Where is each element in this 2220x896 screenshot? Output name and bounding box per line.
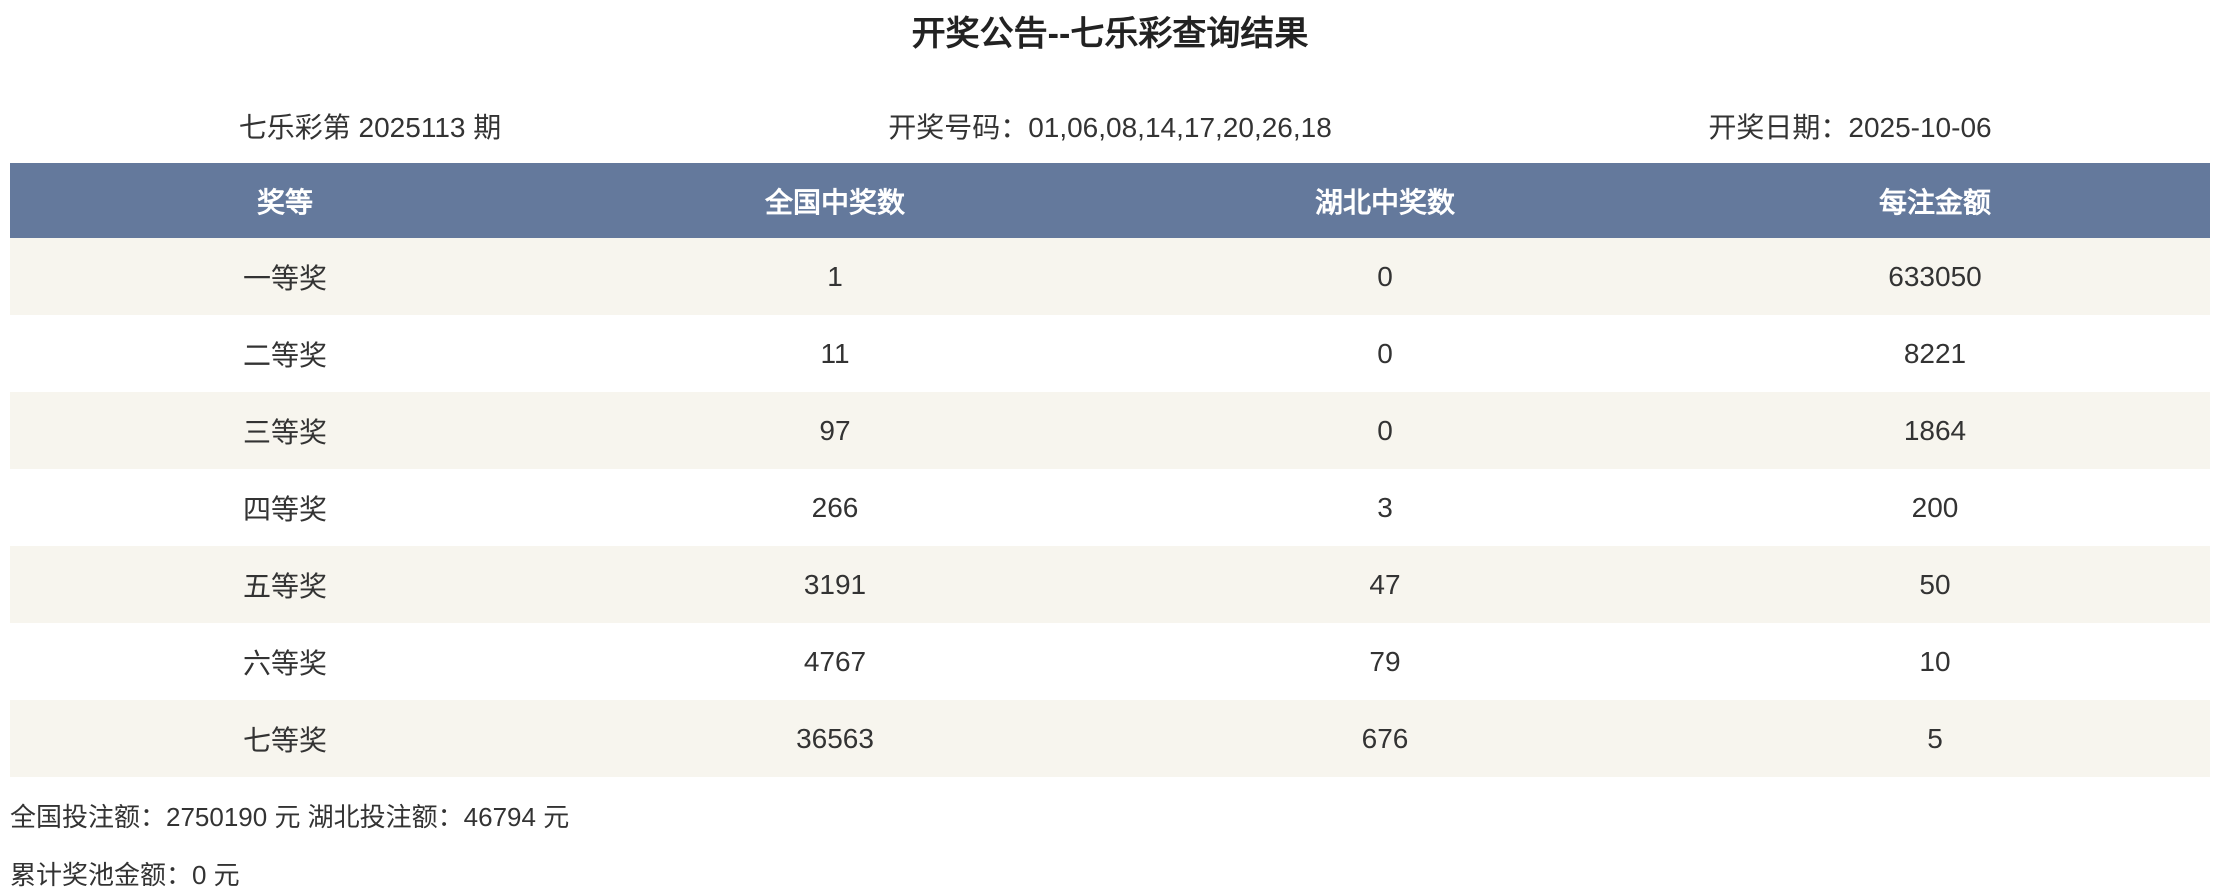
- prize-per-bet-cell: 10: [1919, 645, 1951, 677]
- prize-per-bet-cell: 1864: [1903, 414, 1967, 446]
- column-header-national-winners: 全国中奖数: [764, 186, 905, 218]
- national-winners-cell: 266: [811, 491, 859, 523]
- hubei-winners-cell: 0: [1377, 260, 1393, 292]
- table-row: 六等奖 4767 79 10: [10, 623, 2210, 700]
- tier-cell: 五等奖: [242, 570, 327, 602]
- table-row: 七等奖 36563 676 5: [10, 700, 2210, 777]
- table-row: 四等奖 266 3 200: [10, 469, 2210, 546]
- prize-results-table: 奖等 全国中奖数 湖北中奖数 每注金额 一等奖 1 0 633050 二等奖 11 0 822…: [10, 163, 2210, 777]
- table-body: 一等奖 1 0 633050 二等奖 11 0 8221 三等奖 97 0 1864 四等奖 266 3 20…: [10, 238, 2210, 777]
- jackpot-pool-summary: 累计奖池金额：0 元: [10, 860, 240, 890]
- prize-per-bet-cell: 50: [1919, 568, 1951, 600]
- tier-cell: 三等奖: [242, 416, 327, 448]
- national-winners-cell: 36563: [796, 722, 874, 754]
- prize-per-bet-cell: 5: [1927, 722, 1943, 754]
- total-bets-summary: 全国投注额：2750190 元 湖北投注额：46794 元: [10, 802, 570, 832]
- draw-info-row: 七乐彩第 2025113 期 开奖号码：01,06,08,14,17,20,26…: [0, 113, 2220, 143]
- draw-issue-label: 七乐彩第 2025113 期: [238, 112, 502, 143]
- column-header-tier: 奖等: [256, 186, 313, 218]
- table-row: 二等奖 11 0 8221: [10, 315, 2210, 392]
- draw-numbers-label: 开奖号码：01,06,08,14,17,20,26,18: [888, 112, 1332, 143]
- tier-cell: 四等奖: [242, 493, 327, 525]
- prize-per-bet-cell: 200: [1911, 491, 1959, 523]
- national-winners-cell: 11: [820, 337, 850, 369]
- table-header-row: 奖等 全国中奖数 湖北中奖数 每注金额: [10, 163, 2210, 238]
- hubei-winners-cell: 3: [1377, 491, 1393, 523]
- column-header-prize-per-bet: 每注金额: [1878, 186, 1991, 218]
- national-winners-cell: 97: [819, 414, 851, 446]
- table-row: 一等奖 1 0 633050: [10, 238, 2210, 315]
- table-row: 五等奖 3191 47 50: [10, 546, 2210, 623]
- hubei-winners-cell: 0: [1377, 337, 1393, 369]
- table-row: 三等奖 97 0 1864: [10, 392, 2210, 469]
- prize-per-bet-cell: 633050: [1888, 260, 1982, 292]
- national-winners-cell: 1: [827, 260, 843, 292]
- hubei-winners-cell: 79: [1369, 645, 1401, 677]
- hubei-winners-cell: 0: [1377, 414, 1393, 446]
- tier-cell: 七等奖: [242, 724, 327, 756]
- page-title: 开奖公告--七乐彩查询结果: [911, 15, 1309, 53]
- hubei-winners-cell: 47: [1369, 568, 1401, 600]
- draw-date-label: 开奖日期：2025-10-06: [1708, 112, 1992, 143]
- tier-cell: 二等奖: [242, 339, 327, 371]
- tier-cell: 一等奖: [242, 262, 327, 294]
- national-winners-cell: 4767: [803, 645, 867, 677]
- column-header-hubei-winners: 湖北中奖数: [1314, 186, 1455, 218]
- prize-per-bet-cell: 8221: [1903, 337, 1967, 369]
- hubei-winners-cell: 676: [1361, 722, 1409, 754]
- national-winners-cell: 3191: [803, 568, 867, 600]
- tier-cell: 六等奖: [242, 647, 327, 679]
